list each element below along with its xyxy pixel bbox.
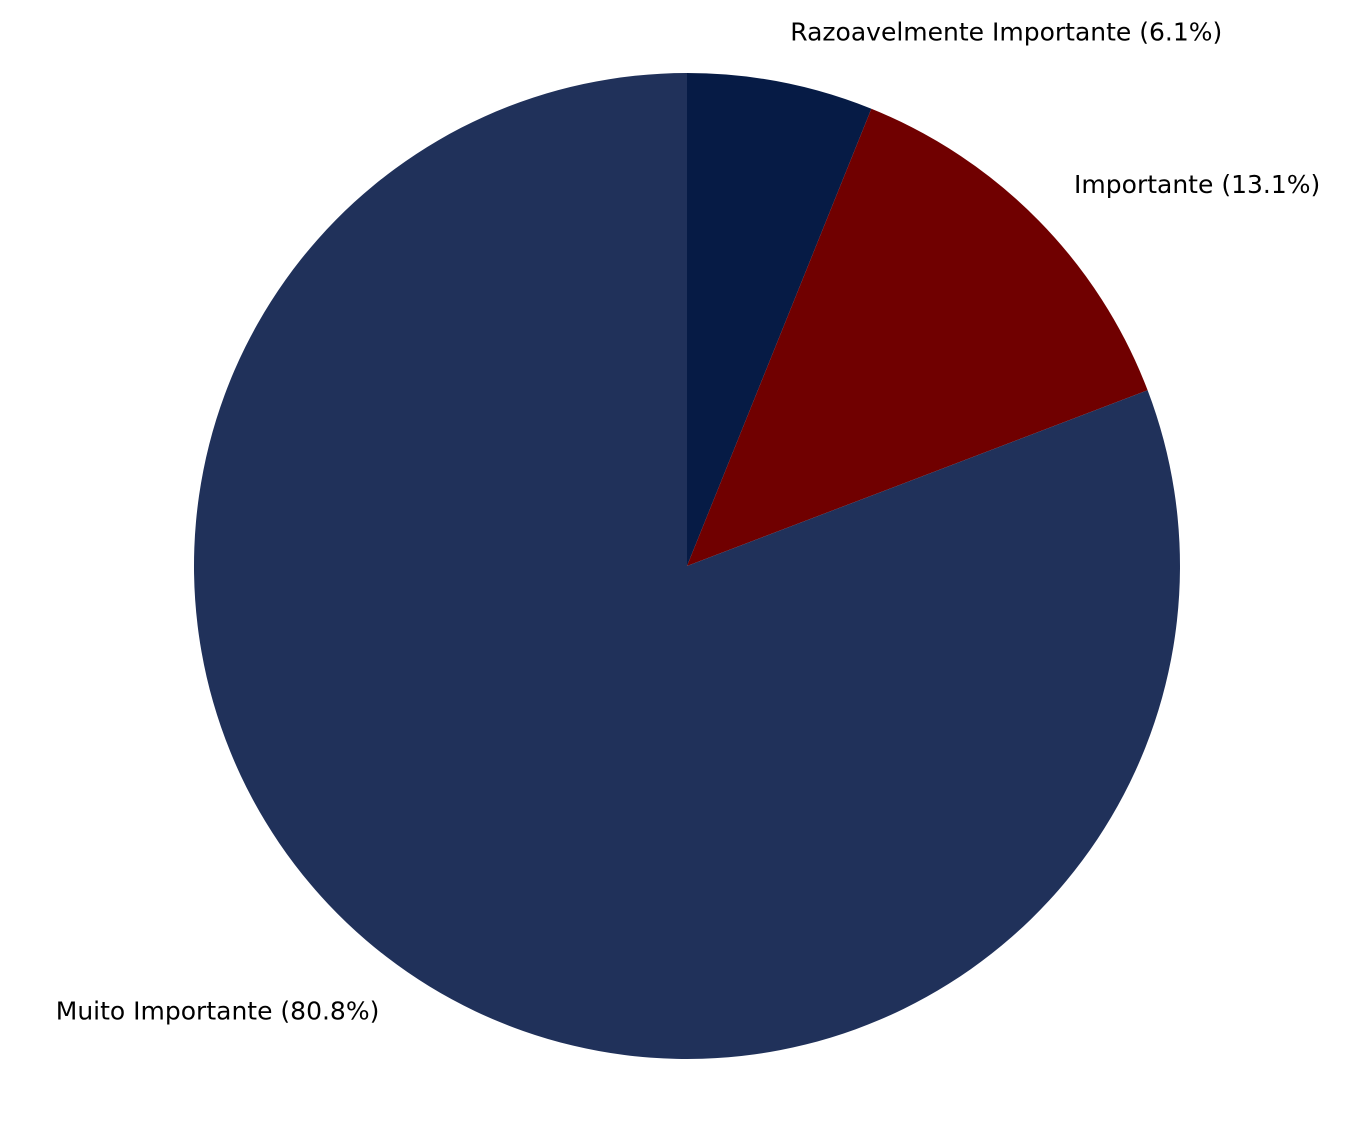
pie-slice-label-1: Importante (13.1%) xyxy=(1074,170,1320,199)
pie-slice-1 xyxy=(687,108,1148,567)
pie-slice-0 xyxy=(687,73,872,566)
pie-slice-label-2: Muito Importante (80.8%) xyxy=(56,997,380,1026)
pie-slice-2 xyxy=(193,73,1180,1060)
pie-slice-label-0: Razoavelmente Importante (6.1%) xyxy=(790,18,1222,47)
pie-labels: Razoavelmente Importante (6.1%) Important… xyxy=(56,18,1321,1026)
pie-slices xyxy=(193,73,1180,1060)
